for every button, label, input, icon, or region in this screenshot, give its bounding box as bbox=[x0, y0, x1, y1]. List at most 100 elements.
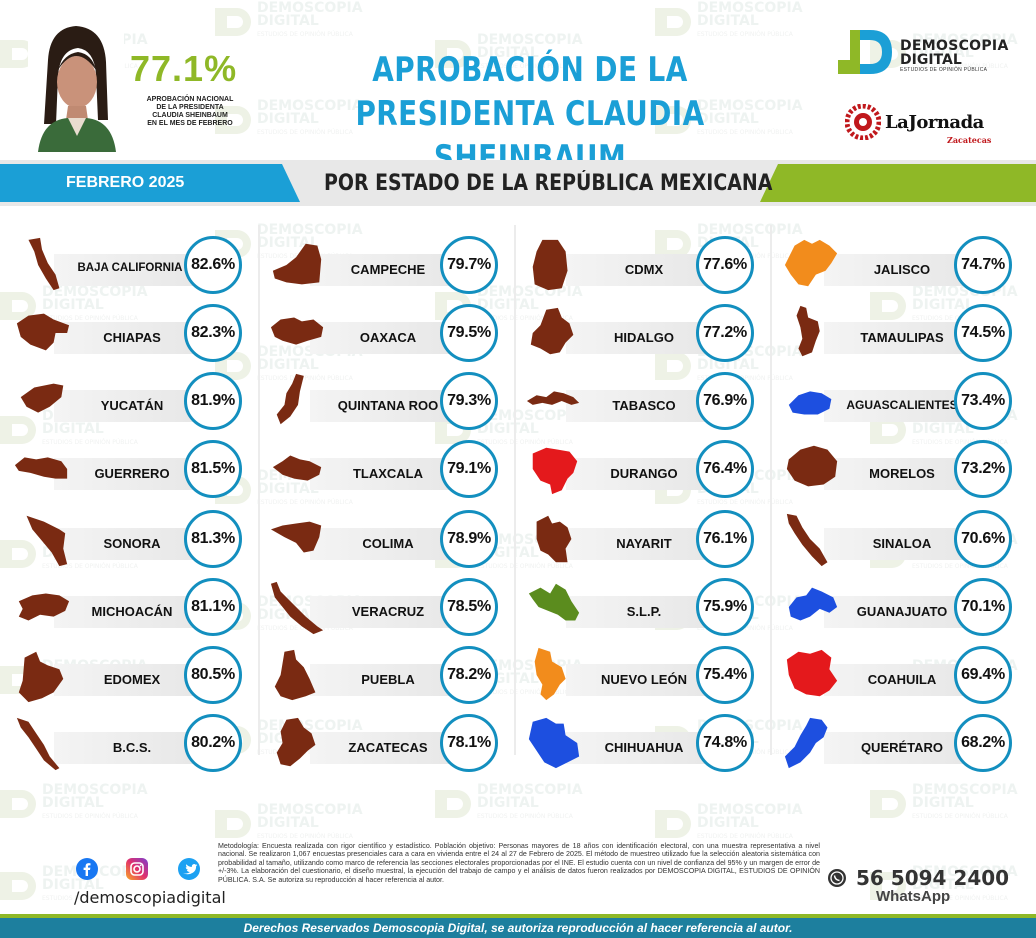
month-tab bbox=[0, 164, 300, 202]
demoscopia-logo: DEMOSCOPIA DIGITAL ESTUDIOS DE OPINIÓN P… bbox=[838, 30, 1008, 78]
state-silhouette bbox=[270, 317, 324, 345]
state-silhouette bbox=[276, 373, 304, 425]
state-row: QUINTANA ROO 79.3% bbox=[266, 372, 506, 432]
twitter-icon[interactable] bbox=[178, 858, 200, 880]
state-map-icon bbox=[270, 581, 324, 635]
state-row: TLAXCALA 79.1% bbox=[266, 440, 506, 500]
state-row: CHIAPAS 82.3% bbox=[10, 304, 250, 364]
state-approval-pct: 68.2% bbox=[954, 714, 1012, 772]
state-row: SINALOA 70.6% bbox=[780, 510, 1020, 570]
state-map-icon bbox=[16, 313, 70, 351]
state-map-icon bbox=[14, 457, 68, 479]
state-silhouette bbox=[274, 649, 316, 701]
watermark-line: DEMOSCOPIA bbox=[42, 782, 148, 798]
state-silhouette bbox=[786, 445, 838, 487]
state-silhouette bbox=[784, 717, 828, 769]
state-map-icon bbox=[788, 391, 832, 415]
watermark-mark-icon bbox=[870, 789, 906, 818]
watermark-mark-icon bbox=[0, 789, 36, 818]
social-links: /demoscopiadigital bbox=[74, 858, 226, 912]
state-approval-pct: 81.3% bbox=[184, 510, 242, 568]
watermark-line: DIGITAL bbox=[257, 815, 319, 831]
state-silhouette bbox=[16, 313, 70, 351]
state-silhouette bbox=[534, 647, 566, 701]
state-row: EDOMEX 80.5% bbox=[10, 646, 250, 706]
state-approval-pct: 79.7% bbox=[440, 236, 498, 294]
column-divider bbox=[258, 225, 260, 755]
state-name: QUERÉTARO bbox=[860, 740, 944, 755]
state-row: SONORA 81.3% bbox=[10, 510, 250, 570]
state-map-icon bbox=[18, 593, 70, 621]
state-silhouette bbox=[28, 237, 60, 291]
watermark-line: DIGITAL bbox=[697, 815, 759, 831]
president-photo bbox=[28, 20, 124, 152]
state-map-icon bbox=[274, 649, 316, 701]
state-approval-pct: 81.9% bbox=[184, 372, 242, 430]
watermark-line: ESTUDIOS DE OPINIÓN PÚBLICA bbox=[477, 813, 573, 820]
desc-line: APROBACIÓN NACIONAL bbox=[146, 96, 234, 103]
state-name: SONORA bbox=[103, 536, 161, 551]
watermark-mark-icon bbox=[215, 809, 251, 838]
state-map-icon bbox=[272, 243, 322, 285]
state-map-icon bbox=[528, 717, 580, 769]
state-map-icon bbox=[786, 445, 838, 487]
state-approval-pct: 79.5% bbox=[440, 304, 498, 362]
state-map-icon bbox=[276, 373, 304, 425]
state-name: JALISCO bbox=[873, 262, 931, 277]
state-approval-pct: 79.1% bbox=[440, 440, 498, 498]
state-silhouette bbox=[532, 239, 568, 291]
state-row: ZACATECAS 78.1% bbox=[266, 714, 506, 774]
state-map-icon bbox=[18, 651, 64, 703]
la-jornada-logo: LaJornada Zacatecas bbox=[845, 104, 1005, 145]
state-map-icon bbox=[276, 717, 316, 767]
desc-line: DE LA PRESIDENTA bbox=[156, 104, 224, 111]
watermark-line: ESTUDIOS DE OPINIÓN PÚBLICA bbox=[912, 813, 1008, 820]
whatsapp-contact[interactable]: 56 5094 2400 WhatsApp bbox=[828, 866, 1018, 910]
state-silhouette bbox=[530, 307, 574, 355]
state-row: HIDALGO 77.2% bbox=[522, 304, 762, 364]
state-silhouette bbox=[786, 649, 838, 697]
state-silhouette bbox=[528, 717, 580, 769]
state-name: GUANAJUATO bbox=[856, 604, 948, 619]
column-divider bbox=[770, 225, 772, 755]
state-name: TAMAULIPAS bbox=[860, 330, 944, 345]
state-silhouette bbox=[526, 391, 580, 405]
state-approval-pct: 81.1% bbox=[184, 578, 242, 636]
state-map-icon bbox=[26, 515, 68, 567]
state-map-icon bbox=[788, 587, 838, 621]
state-name: OAXACA bbox=[359, 330, 417, 345]
state-approval-pct: 70.1% bbox=[954, 578, 1012, 636]
state-approval-pct: 78.2% bbox=[440, 646, 498, 704]
state-approval-pct: 77.6% bbox=[696, 236, 754, 294]
state-approval-pct: 78.9% bbox=[440, 510, 498, 568]
watermark-line: DEMOSCOPIA bbox=[912, 782, 1018, 798]
state-map-icon bbox=[786, 513, 828, 567]
footer-rights: Derechos Reservados Demoscopia Digital, … bbox=[0, 918, 1036, 938]
state-name: CAMPECHE bbox=[350, 262, 426, 277]
state-row: PUEBLA 78.2% bbox=[266, 646, 506, 706]
watermark-line: DEMOSCOPIA bbox=[257, 802, 363, 818]
state-silhouette bbox=[270, 521, 322, 553]
state-name: NAYARIT bbox=[616, 536, 672, 551]
watermark-line: DIGITAL bbox=[912, 795, 974, 811]
state-silhouette bbox=[528, 583, 580, 621]
state-name: ZACATECAS bbox=[348, 740, 428, 755]
demoscopia-text: DEMOSCOPIA bbox=[900, 38, 1009, 54]
state-map-icon bbox=[786, 649, 838, 697]
instagram-icon[interactable] bbox=[126, 858, 148, 880]
demoscopia-mark-icon bbox=[838, 30, 892, 74]
state-map-icon bbox=[528, 583, 580, 621]
state-approval-pct: 74.7% bbox=[954, 236, 1012, 294]
state-silhouette bbox=[16, 717, 60, 771]
state-approval-pct: 79.3% bbox=[440, 372, 498, 430]
state-name: CHIAPAS bbox=[103, 330, 161, 345]
facebook-icon[interactable] bbox=[76, 858, 98, 880]
state-name: YUCATÁN bbox=[100, 398, 164, 413]
band-subtitle: POR ESTADO DE LA REPÚBLICA MEXICANA bbox=[324, 171, 773, 196]
state-row: COLIMA 78.9% bbox=[266, 510, 506, 570]
state-silhouette bbox=[784, 239, 838, 287]
state-approval-pct: 78.5% bbox=[440, 578, 498, 636]
social-handle[interactable]: /demoscopiadigital bbox=[74, 888, 226, 907]
